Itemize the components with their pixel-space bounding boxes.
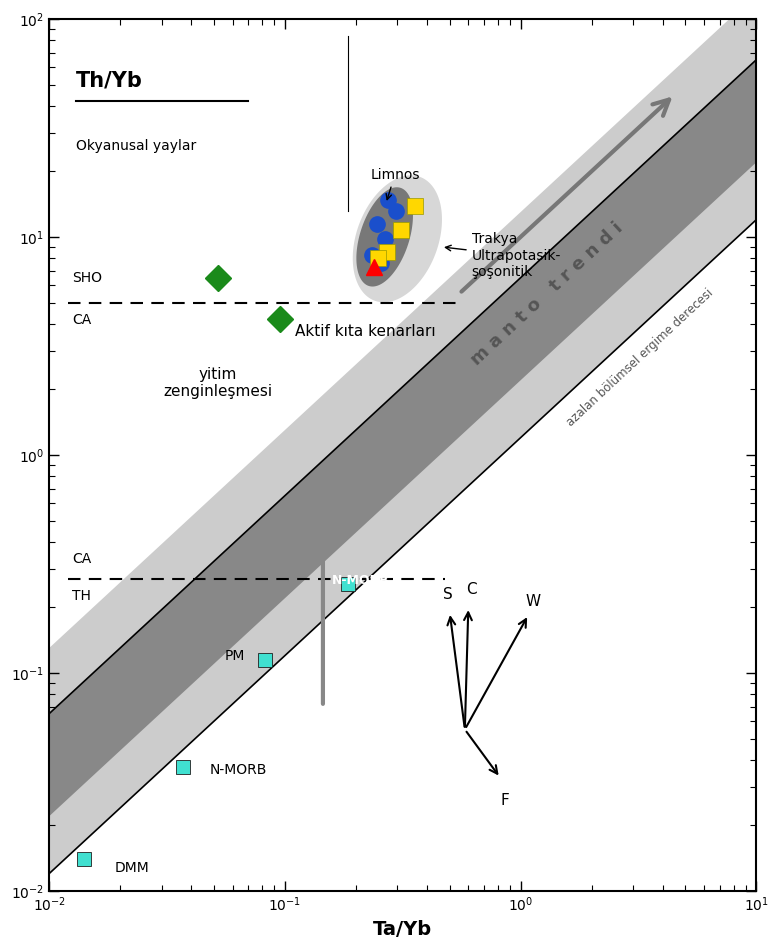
Text: C: C	[466, 582, 477, 597]
Polygon shape	[49, 0, 757, 874]
Text: F: F	[501, 793, 509, 808]
Text: Aktif kıta kenarları: Aktif kıta kenarları	[295, 324, 435, 339]
Text: PM: PM	[225, 649, 246, 662]
Polygon shape	[353, 176, 442, 302]
Text: TH: TH	[72, 589, 91, 603]
Polygon shape	[49, 60, 757, 816]
Text: azalan bölümsel ergime derecesi: azalan bölümsel ergime derecesi	[564, 286, 715, 428]
Text: CA: CA	[72, 552, 91, 566]
Text: Limnos: Limnos	[370, 167, 420, 200]
Polygon shape	[356, 187, 413, 287]
Text: S: S	[443, 587, 452, 602]
Text: SHO: SHO	[72, 271, 102, 285]
Text: W: W	[526, 594, 541, 609]
Text: DMM: DMM	[115, 861, 150, 875]
Text: Okyanusal yaylar: Okyanusal yaylar	[76, 140, 197, 154]
Text: Th/Yb: Th/Yb	[76, 70, 143, 90]
Text: N-MORB: N-MORB	[332, 574, 390, 587]
Text: N-MORB: N-MORB	[210, 763, 267, 776]
X-axis label: Ta/Yb: Ta/Yb	[373, 920, 432, 939]
Text: yitim
zenginleşmesi: yitim zenginleşmesi	[163, 367, 272, 399]
Text: Trakya
Ultrapotasik-
şoşonitik: Trakya Ultrapotasik- şoşonitik	[445, 233, 561, 279]
Text: CA: CA	[72, 313, 91, 327]
Text: m a n t o   t r e n d i: m a n t o t r e n d i	[468, 218, 627, 369]
